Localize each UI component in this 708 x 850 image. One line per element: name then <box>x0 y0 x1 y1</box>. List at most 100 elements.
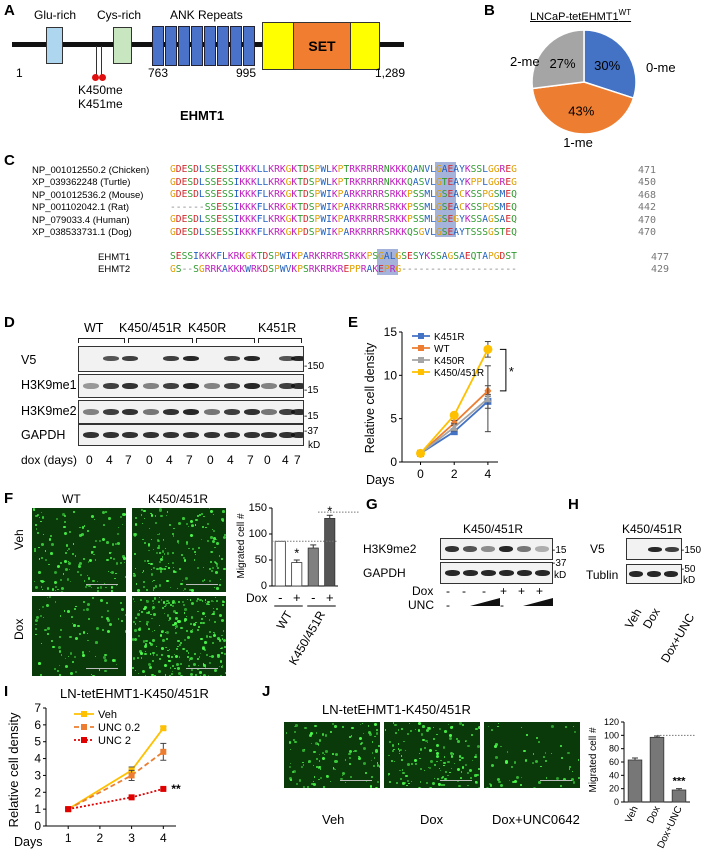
fluorescent-cell <box>169 667 172 669</box>
fluorescent-cell <box>202 612 205 616</box>
fluorescent-cell <box>145 639 148 642</box>
fluorescent-cell <box>122 524 124 526</box>
fluorescent-cell <box>430 760 434 763</box>
h-lane-dox: Dox <box>640 605 663 631</box>
fluorescent-cell <box>36 514 39 517</box>
fluorescent-cell <box>168 619 170 622</box>
fluorescent-cell <box>156 552 159 555</box>
fluorescent-cell <box>414 728 416 731</box>
ank-repeat-box <box>178 26 190 66</box>
fluorescent-cell <box>63 525 66 528</box>
fluorescent-cell <box>219 639 222 642</box>
fluorescent-cell <box>190 623 192 625</box>
fluorescent-cell <box>55 589 57 591</box>
fluorescent-cell <box>470 733 473 736</box>
fluorescent-cell <box>223 536 226 540</box>
fluorescent-cell <box>119 562 122 565</box>
fluorescent-cell <box>69 530 72 533</box>
fluorescent-cell <box>510 766 514 769</box>
fluorescent-cell <box>175 632 178 635</box>
band <box>122 383 138 389</box>
ank-repeat-box <box>152 26 164 66</box>
day-label: 0 <box>86 453 93 467</box>
fluorescent-cell <box>159 658 161 661</box>
fluorescent-cell <box>334 725 337 728</box>
fluorescent-cell <box>206 539 209 542</box>
k451-methyl-dot <box>99 74 106 81</box>
fluorescent-cell <box>194 621 197 624</box>
species-row-end-number: 470 <box>638 227 657 238</box>
fluorescent-cell <box>136 612 140 616</box>
day-label: 4 <box>227 453 234 467</box>
fluorescent-cell <box>550 752 552 754</box>
band <box>517 546 531 552</box>
fluorescent-cell <box>93 553 95 556</box>
fluorescent-cell <box>173 527 175 530</box>
fluorescent-cell <box>149 653 152 655</box>
band <box>103 409 119 415</box>
fluorescent-cell <box>459 722 463 726</box>
fluorescent-cell <box>175 662 179 666</box>
fluorescent-cell <box>183 638 186 641</box>
fluorescent-cell <box>160 514 163 518</box>
fluorescent-cell <box>170 604 173 607</box>
fluorescent-cell <box>464 740 467 743</box>
fluorescent-cell <box>47 626 50 630</box>
panel-label-i: I <box>4 683 9 700</box>
fluorescent-cell <box>59 578 62 582</box>
fluorescent-cell <box>198 664 200 667</box>
panel-d-western: WT K450/451R K450R K451R V5 H3K9me1 H3K9me2… <box>18 318 338 490</box>
fluorescent-cell <box>217 653 220 657</box>
fluorescent-cell <box>521 777 523 779</box>
fluorescent-cell <box>301 749 305 752</box>
fluorescent-cell <box>193 559 196 561</box>
fluorescent-cell <box>294 725 296 728</box>
fluorescent-cell <box>323 754 325 756</box>
fluorescent-cell <box>292 738 295 741</box>
fluorescent-cell <box>95 627 99 631</box>
species-row-end-number: 470 <box>638 214 657 226</box>
fluorescent-cell <box>66 578 70 581</box>
fluorescent-cell <box>208 619 211 621</box>
fluorescent-cell <box>197 610 199 613</box>
fluorescent-cell <box>134 622 137 625</box>
fluorescent-cell <box>508 779 511 782</box>
fluorescent-cell <box>174 622 177 625</box>
fluorescent-cell <box>494 745 497 748</box>
fluorescent-cell <box>516 775 520 779</box>
fluorescent-cell <box>504 760 508 764</box>
fluorescent-cell <box>162 638 165 642</box>
fluorescent-cell <box>405 749 407 751</box>
fluorescent-cell <box>72 543 75 545</box>
fluorescent-cell <box>159 552 162 555</box>
fluorescent-cell <box>216 587 219 590</box>
fluorescent-cell <box>146 560 149 563</box>
fluorescent-cell <box>179 657 180 659</box>
fluorescent-cell <box>163 552 166 555</box>
fluorescent-cell <box>181 674 183 676</box>
fluorescent-cell <box>223 533 226 536</box>
legend-label: Veh <box>98 709 117 721</box>
fluorescent-cell <box>568 765 572 768</box>
significance-bracket <box>499 348 507 392</box>
fluorescent-cell <box>444 771 447 774</box>
fluorescent-cell <box>55 586 58 589</box>
fluorescent-cell <box>432 737 436 741</box>
fluorescent-cell <box>88 558 92 562</box>
paralog-row-sequence: SESSIKKKFLKRKGKTDSPWIKPARKRRRRSRKKPSGALG… <box>170 251 517 262</box>
fluorescent-cell <box>70 672 73 675</box>
fluorescent-cell <box>133 533 136 536</box>
f-image-mut-dox <box>132 596 226 676</box>
band <box>261 409 277 415</box>
group-label: WT <box>274 608 296 632</box>
fluorescent-cell <box>59 665 61 667</box>
fluorescent-cell <box>423 769 425 771</box>
fluorescent-cell <box>221 518 224 521</box>
fluorescent-cell <box>202 673 206 676</box>
fluorescent-cell <box>209 560 212 563</box>
fluorescent-cell <box>43 580 45 583</box>
fluorescent-cell <box>369 785 373 788</box>
series-line-UNC 2 <box>68 788 164 811</box>
fluorescent-cell <box>142 538 144 541</box>
fluorescent-cell <box>478 786 480 788</box>
